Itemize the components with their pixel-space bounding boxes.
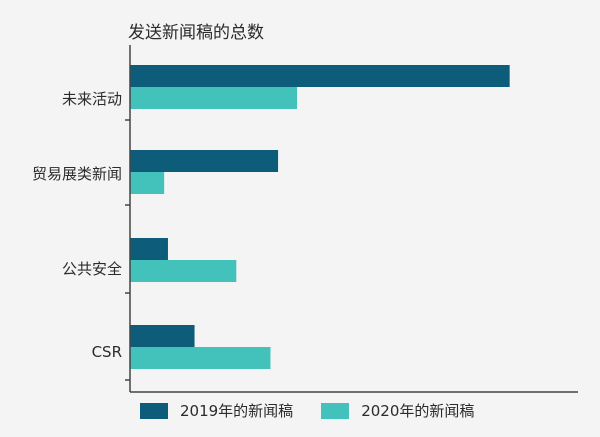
bar-2019-0 [130,65,510,87]
legend: 2019年的新闻稿 2020年的新闻稿 [140,400,502,421]
bar-2020-0 [130,87,298,109]
bar-2019-2 [130,238,168,260]
legend-label-2019: 2019年的新闻稿 [180,402,294,420]
bar-2019-3 [130,325,195,347]
bar-2020-1 [130,172,165,194]
category-label-3: CSR [91,343,122,361]
legend-swatch-2020 [321,402,350,419]
bar-2020-2 [130,260,237,282]
legend-label-2020: 2020年的新闻稿 [361,402,475,420]
chart-title: 发送新闻稿的总数 [128,23,264,43]
legend-item-2020: 2020年的新闻稿 [321,400,474,421]
bar-2019-1 [130,150,279,172]
category-label-2: 公共安全 [61,260,122,278]
bar-2020-3 [130,347,271,369]
category-label-0: 未来活动 [61,90,122,108]
legend-swatch-2019 [140,402,168,419]
category-label-1: 贸易展类新闻 [31,165,122,183]
legend-item-2019: 2019年的新闻稿 [140,400,293,421]
